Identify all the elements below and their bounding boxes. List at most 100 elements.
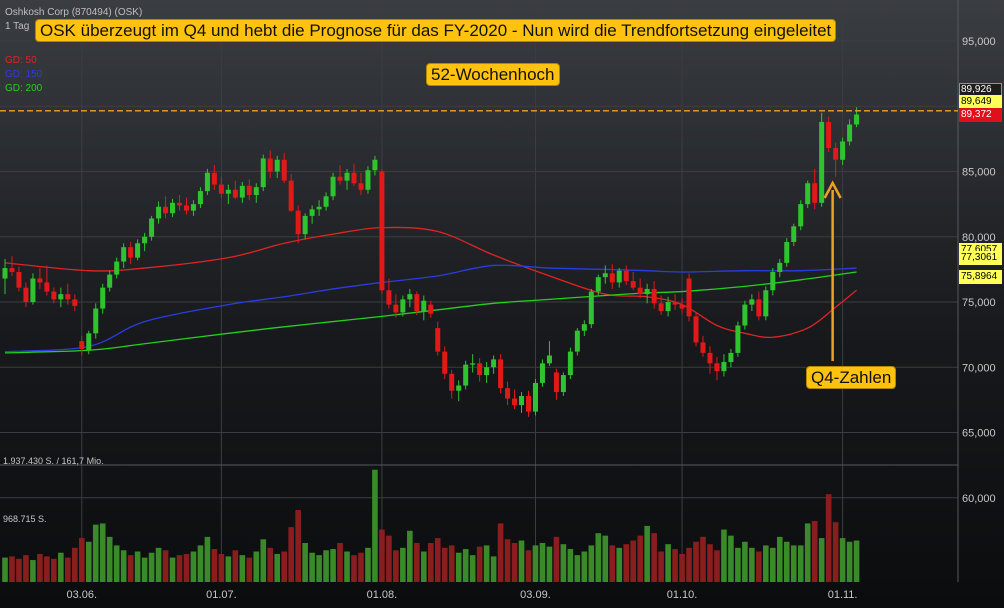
- candle-body: [519, 395, 525, 406]
- volume-bar: [658, 551, 664, 582]
- price-tag-last: 89,372: [959, 108, 1002, 122]
- volume-bar: [434, 538, 441, 582]
- candle-body: [693, 316, 699, 343]
- volume-bar: [183, 553, 190, 582]
- volume-bar: [665, 544, 671, 582]
- volume-bar: [260, 539, 267, 582]
- candle-body: [114, 261, 120, 275]
- candle-body: [707, 352, 713, 364]
- price-tag-ma50: 75,8964: [959, 270, 1002, 284]
- candle-body: [156, 206, 162, 219]
- volume-bar: [776, 536, 783, 582]
- candle-body: [463, 364, 469, 386]
- volume-bar: [679, 553, 685, 582]
- candle-body: [840, 141, 846, 160]
- candle-body: [86, 333, 92, 351]
- candle-body: [170, 202, 176, 214]
- volume-bar: [99, 523, 106, 582]
- candle-body: [602, 273, 608, 278]
- volume-bar: [770, 547, 776, 582]
- volume-bar: [309, 552, 315, 582]
- candle-body: [491, 359, 497, 368]
- volume-bar: [853, 540, 860, 582]
- candle-body: [651, 288, 657, 304]
- volume-bar: [316, 555, 322, 582]
- instrument-title: Oshkosh Corp (870494) (OSK): [5, 7, 143, 18]
- candle-body: [2, 268, 8, 279]
- candle-body: [421, 300, 427, 312]
- volume-bar: [169, 557, 176, 582]
- candle-body: [239, 185, 245, 198]
- candle-body: [679, 304, 685, 309]
- volume-bar: [539, 542, 546, 582]
- candle-body: [505, 388, 511, 399]
- candle-body: [274, 159, 280, 172]
- candle-body: [400, 299, 406, 313]
- volume-bar: [393, 550, 399, 582]
- candle-body: [546, 355, 552, 364]
- volume-bar: [344, 551, 350, 582]
- candle-body: [553, 372, 559, 393]
- volume-bar: [811, 521, 818, 582]
- volume-bar: [407, 530, 413, 582]
- candle-body: [798, 204, 804, 227]
- x-tick-label: 03.09.: [520, 589, 551, 601]
- volume-bar: [44, 556, 50, 582]
- volume-bar: [37, 553, 43, 582]
- timeframe-label: 1 Tag: [5, 21, 30, 32]
- volume-max-label: 1.937.430 S. / 161,7 Mio.: [3, 456, 104, 466]
- volume-bar: [756, 551, 762, 582]
- candle-body: [847, 124, 853, 142]
- candle-body: [128, 247, 134, 258]
- candle-body: [637, 287, 643, 295]
- legend-gd200: GD: 200: [5, 83, 43, 94]
- candle-body: [316, 206, 322, 210]
- candle-body: [539, 363, 545, 383]
- candle-body: [135, 243, 141, 258]
- y-tick-label: 65,000: [962, 428, 996, 440]
- volume-bar: [497, 523, 504, 582]
- candle-body: [23, 287, 29, 302]
- candle-body: [791, 226, 797, 242]
- candle-body: [658, 303, 664, 312]
- candle-body: [79, 341, 85, 349]
- volume-bar: [504, 539, 511, 582]
- y-tick-label: 95,000: [962, 36, 996, 48]
- volume-bar: [414, 542, 420, 582]
- volume-bar: [141, 557, 148, 582]
- volume-bar: [825, 494, 832, 582]
- candle-body: [770, 271, 776, 291]
- volume-bar: [511, 542, 518, 582]
- candle-body: [414, 294, 420, 312]
- candle-body: [100, 287, 106, 309]
- ma-line-gd200: [4, 271, 857, 354]
- volume-bar: [574, 555, 581, 582]
- headline-callout: OSK überzeugt im Q4 und hebt die Prognos…: [35, 19, 837, 42]
- y-tick-label: 80,000: [962, 232, 996, 244]
- volume-bar: [365, 547, 371, 582]
- candle-body: [721, 362, 727, 372]
- candle-body: [700, 342, 706, 353]
- volume-bar: [113, 545, 120, 582]
- x-tick-label: 01.10.: [667, 589, 698, 601]
- candle-body: [197, 191, 203, 205]
- candlesticks: [2, 107, 860, 417]
- candle-body: [449, 373, 455, 391]
- candle-body: [393, 304, 399, 313]
- volume-bar: [9, 556, 15, 582]
- volume-bar: [176, 555, 183, 582]
- candle-body: [616, 270, 622, 283]
- candle-body: [644, 288, 650, 295]
- volume-bar: [686, 547, 692, 582]
- volume-bar: [818, 538, 825, 582]
- candle-body: [351, 172, 357, 184]
- volume-bar: [400, 547, 406, 582]
- candle-body: [330, 176, 336, 197]
- candle-body: [246, 185, 252, 195]
- volume-bar: [16, 558, 22, 582]
- q4-arrow-head: [823, 180, 842, 199]
- x-tick-label: 01.07.: [206, 589, 237, 601]
- candle-body: [435, 328, 441, 352]
- candle-body: [365, 170, 371, 190]
- candle-body: [749, 299, 755, 305]
